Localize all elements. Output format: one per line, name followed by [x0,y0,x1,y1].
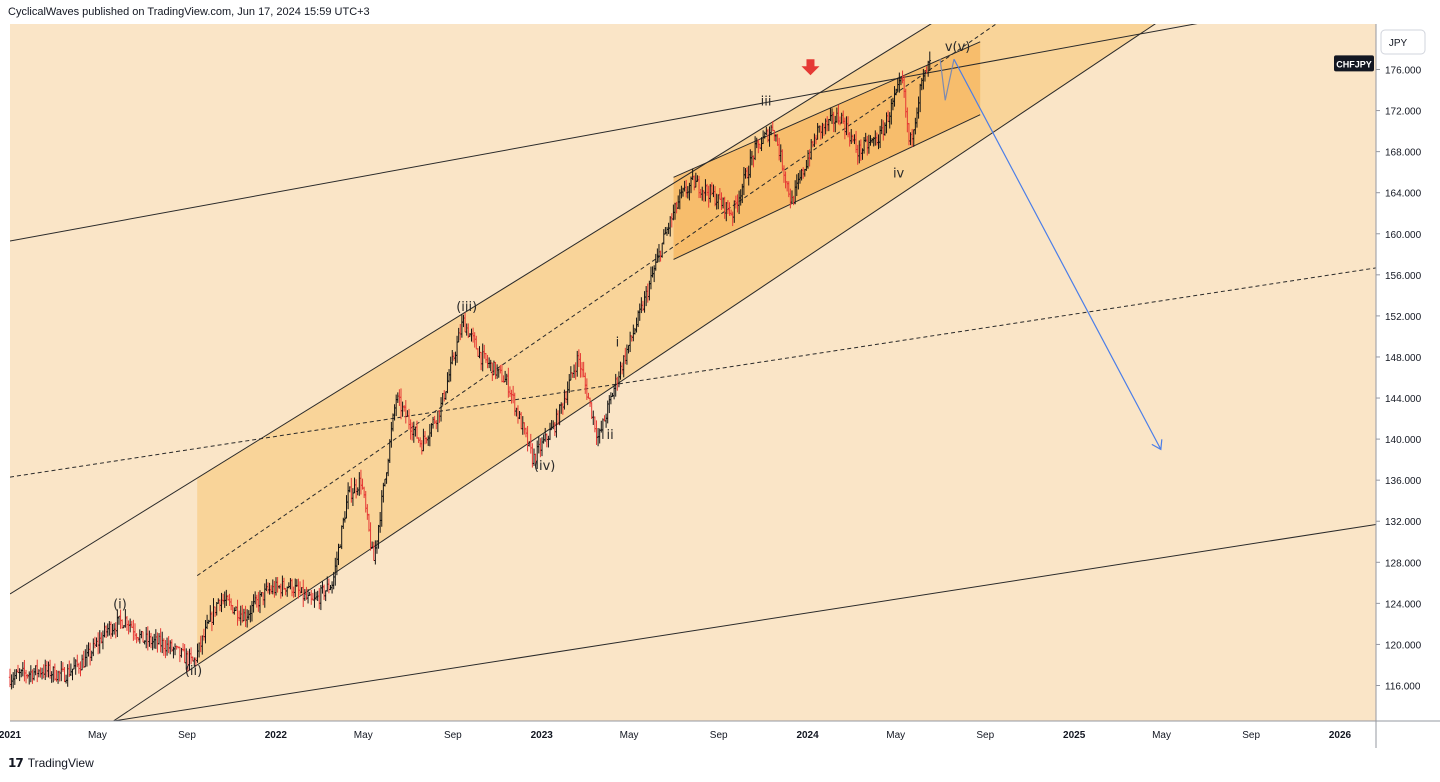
tradingview-logo-icon: 17 [8,756,24,770]
price-tick-label: 120.000 [1385,640,1422,651]
time-tick-label: Sep [976,730,994,741]
wave-label: (i) [113,598,127,613]
time-tick-label: May [88,730,107,741]
time-tick-label: 2026 [1329,730,1352,741]
price-tick-label: 172.000 [1385,107,1422,118]
time-tick-label: May [354,730,373,741]
publisher-header: CyclicalWaves published on TradingView.c… [8,6,370,18]
main-channel-midline [196,24,997,577]
price-tick-label: 136.000 [1385,476,1422,487]
wave-label: (iv) [534,459,555,474]
projected-wave-path [939,59,955,101]
wave-label: iii [761,94,772,109]
price-tick-label: 168.000 [1385,148,1422,159]
symbol-label: CHFJPY [1336,59,1372,69]
time-tick-label: 2022 [265,730,288,741]
price-tick-label: 160.000 [1385,230,1422,241]
tradingview-brand: TradingView [27,756,94,770]
wave-label: (iii) [456,300,477,315]
time-tick-label: 2025 [1063,730,1086,741]
inner-channel-lower-line [673,114,981,260]
currency-badge [1380,29,1426,55]
price-tick-label: 156.000 [1385,271,1422,282]
price-tick-label: 144.000 [1385,394,1422,405]
time-tick-label: May [886,730,905,741]
price-tick-label: 132.000 [1385,517,1422,528]
projection-arrow-line [953,58,1162,450]
wave-label: iv [893,166,905,181]
symbol-tag [1334,55,1374,72]
red-down-arrow-icon [801,59,820,76]
long-term-midline [10,267,1376,478]
price-tick-label: 152.000 [1385,312,1422,323]
inner-channel-fill [673,41,981,260]
projection-arrow-head [1151,439,1163,451]
time-tick-label: 2021 [0,730,22,741]
time-tick-label: Sep [1242,730,1260,741]
price-tick-label: 164.000 [1385,189,1422,200]
price-tick-label: 128.000 [1385,558,1422,569]
inner-channel-upper-line [673,41,981,178]
candle-series [8,51,931,690]
price-tick-label: 148.000 [1385,353,1422,364]
time-tick-label: Sep [710,730,728,741]
time-tick-label: May [620,730,639,741]
main-channel-lower-line [112,24,1156,721]
price-tick-label: 176.000 [1385,66,1422,77]
time-tick-label: 2023 [531,730,554,741]
price-tick-label: 124.000 [1385,599,1422,610]
currency-label: JPY [1389,38,1408,49]
time-tick-label: May [1152,730,1171,741]
tradingview-footer[interactable]: 17 TradingView [8,756,94,770]
time-tick-label: 2024 [796,730,819,741]
wave-label: (ii) [185,664,202,679]
outer-lower-trendline [110,523,1376,721]
wave-label: v(v) [945,40,971,55]
price-tick-label: 116.000 [1385,682,1421,693]
outer-upper-trendline [10,24,1198,242]
wave-label: ii [607,428,614,443]
time-tick-label: Sep [444,730,462,741]
time-tick-label: Sep [178,730,196,741]
wave-label: i [616,336,620,351]
price-tick-label: 140.000 [1385,435,1422,446]
